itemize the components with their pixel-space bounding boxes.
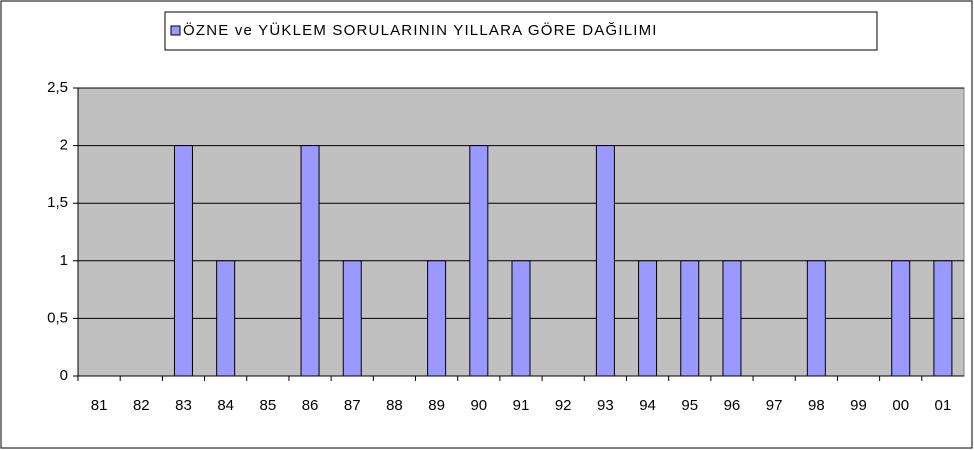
x-tick-label: 00	[892, 397, 909, 414]
bar	[638, 260, 658, 377]
y-tick-label: 0,5	[47, 309, 68, 326]
bar	[427, 260, 447, 377]
x-tick-label: 84	[217, 397, 234, 414]
x-tick-label: 96	[724, 397, 741, 414]
y-tick-label: 0	[60, 367, 68, 384]
bar	[722, 260, 742, 377]
bar	[680, 260, 700, 377]
x-tick-label: 91	[513, 397, 530, 414]
x-tick-label: 92	[555, 397, 572, 414]
x-tick-label: 85	[260, 397, 277, 414]
bar	[342, 260, 362, 377]
y-tick-label: 1	[60, 252, 68, 269]
bar	[300, 145, 320, 377]
x-tick-label: 86	[302, 397, 319, 414]
bar	[469, 145, 489, 377]
x-tick-label: 95	[681, 397, 698, 414]
x-tick-label: 88	[386, 397, 403, 414]
y-tick-label: 2	[60, 137, 68, 154]
x-tick-label: 97	[766, 397, 783, 414]
bar	[891, 260, 911, 377]
x-tick-label: 99	[850, 397, 867, 414]
bar	[216, 260, 236, 377]
x-tick-label: 83	[175, 397, 192, 414]
bar	[511, 260, 531, 377]
x-tick-label: 94	[639, 397, 656, 414]
x-tick-label: 98	[808, 397, 825, 414]
legend-label: ÖZNE ve YÜKLEM SORULARININ YILLARA GÖRE …	[183, 21, 658, 39]
x-tick-label: 82	[133, 397, 150, 414]
x-tick-label: 87	[344, 397, 361, 414]
bar	[173, 145, 193, 377]
legend-swatch	[170, 25, 181, 36]
legend-box	[164, 11, 878, 51]
x-tick-label: 90	[470, 397, 487, 414]
y-tick-label: 1,5	[47, 194, 68, 211]
bar	[933, 260, 953, 377]
x-tick-label: 93	[597, 397, 614, 414]
x-tick-label: 81	[91, 397, 108, 414]
y-tick-label: 2,5	[47, 79, 68, 96]
x-tick-label: 89	[428, 397, 445, 414]
bar	[595, 145, 615, 377]
x-tick-label: 01	[935, 397, 952, 414]
bar	[806, 260, 826, 377]
